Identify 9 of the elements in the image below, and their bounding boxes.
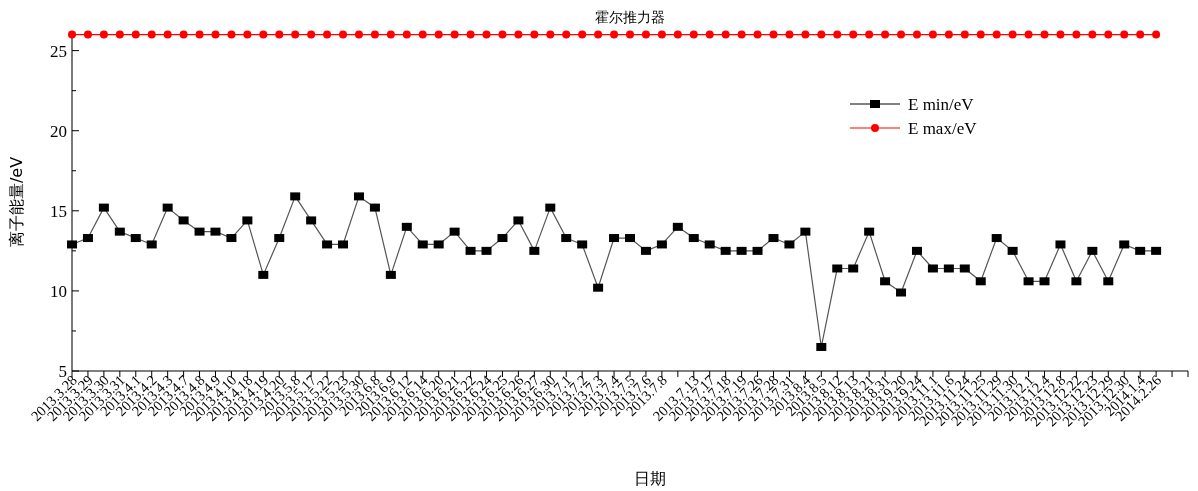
title: 霍尔推力器	[595, 9, 665, 25]
y-axis-title: 离子能量/eV	[7, 156, 26, 248]
legend-label: E min/eV	[908, 95, 975, 114]
y-tick-label: 10	[50, 281, 67, 301]
y-tick-label: 25	[50, 41, 67, 61]
y-tick-label: 20	[50, 121, 67, 141]
legend-label: E max/eV	[908, 119, 978, 138]
y-tick-label: 15	[50, 201, 67, 221]
x-axis-title: 日期	[634, 469, 666, 488]
